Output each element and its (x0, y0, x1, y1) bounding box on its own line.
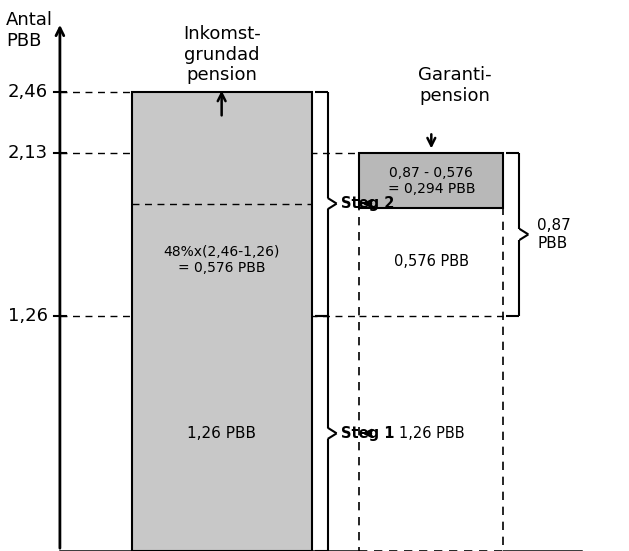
Text: Steg 2: Steg 2 (341, 196, 394, 211)
Text: Steg 1: Steg 1 (341, 426, 394, 441)
Text: 0,576 PBB: 0,576 PBB (394, 255, 469, 269)
Bar (132, 91, 311, 551)
Text: 1,26: 1,26 (8, 307, 48, 325)
Text: Inkomst-
grundad
pension: Inkomst- grundad pension (183, 25, 260, 84)
Text: 1,26 PBB: 1,26 PBB (187, 426, 256, 441)
Bar (359, 153, 503, 208)
Text: 2,46: 2,46 (8, 83, 48, 100)
Text: Garanti-
pension: Garanti- pension (418, 66, 492, 105)
Text: 48%x(2,46-1,26)
= 0,576 PBB: 48%x(2,46-1,26) = 0,576 PBB (164, 245, 280, 275)
Bar (359, 153, 503, 551)
Text: Antal
PBB: Antal PBB (6, 11, 53, 50)
Text: 2,13: 2,13 (8, 144, 48, 162)
Text: 0,87
PBB: 0,87 PBB (537, 218, 571, 251)
Text: 1,26 PBB: 1,26 PBB (399, 426, 464, 441)
Text: 0,87 - 0,576
= 0,294 PBB: 0,87 - 0,576 = 0,294 PBB (387, 165, 475, 196)
